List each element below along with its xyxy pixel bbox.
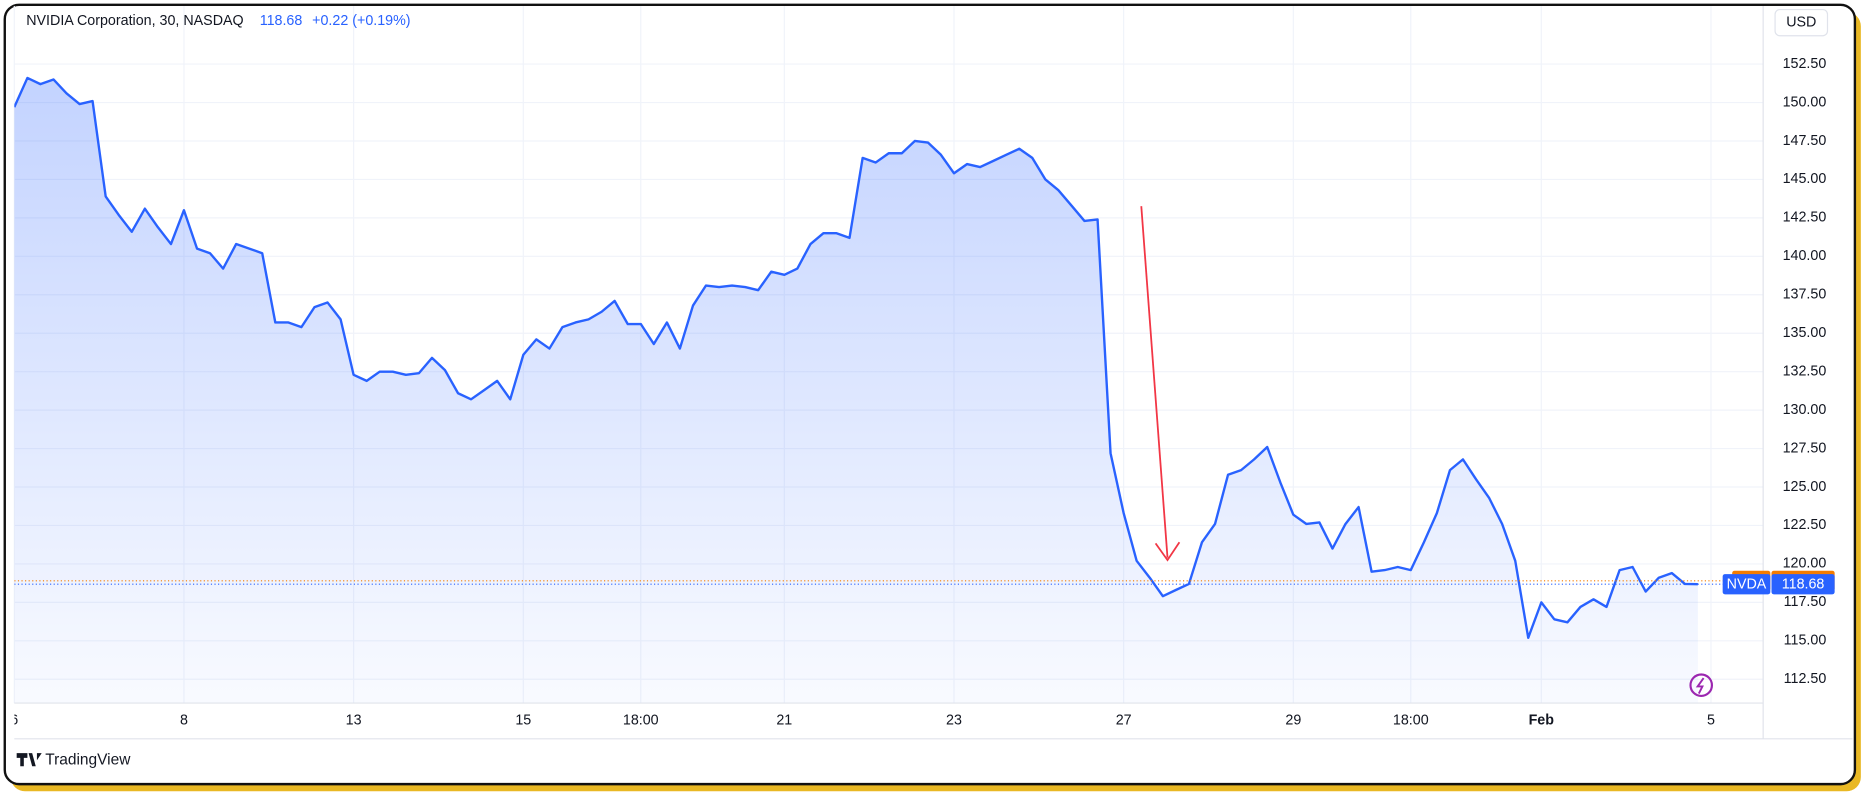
y-tick-label: 115.00	[1784, 633, 1827, 649]
y-tick-label: 120.00	[1783, 556, 1827, 572]
x-tick-label: 23	[946, 713, 962, 729]
x-tick-label: 15	[515, 713, 531, 729]
annotation-arrow	[1140, 206, 1169, 558]
ai-icon-bolt	[1695, 677, 1705, 694]
area-fill	[14, 77, 1698, 704]
y-tick-label: 122.50	[1783, 517, 1827, 533]
x-tick-label: Feb	[1529, 713, 1555, 729]
y-tick-label: 125.00	[1783, 479, 1827, 495]
last-price: 118.68	[260, 13, 303, 29]
symbol-title: NVIDIA Corporation, 30, NASDAQ	[26, 13, 243, 29]
currency[interactable]: USD	[1786, 14, 1816, 30]
currency-button[interactable]	[1774, 8, 1829, 37]
x-tick-label: 29	[1285, 713, 1301, 729]
y-tick-label: 130.00	[1783, 402, 1827, 418]
y-tick-label: 142.50	[1783, 210, 1827, 226]
price-change: +0.22 (+0.19%)	[312, 13, 410, 29]
y-tick-label: 137.50	[1783, 287, 1827, 303]
plot: 6 8 13 15 18:00 21 23 27 29 18:00 Feb 5	[10, 76, 1764, 729]
y-tick-label: 147.50	[1783, 133, 1827, 149]
x-tick-label: 13	[346, 713, 362, 729]
x-tick-label: 18:00	[1393, 713, 1429, 729]
y-tick-label: 132.50	[1783, 363, 1827, 379]
x-tick-label: 27	[1116, 713, 1132, 729]
y-tick-label: 135.00	[1783, 325, 1827, 341]
price-line	[14, 76, 1698, 639]
y-tick-label: 150.00	[1783, 94, 1827, 110]
y-tick-label: 127.50	[1783, 440, 1827, 456]
brand[interactable]: TradingView	[45, 751, 131, 768]
price-badge	[1771, 574, 1835, 595]
x-tick-label: 6	[10, 713, 18, 729]
axes: 112.50 115.00 117.50 120.00 122.50 125.00 127.…	[1722, 56, 1835, 687]
price-badge-text: 118.68	[1782, 577, 1825, 593]
logo-mark[interactable]	[16, 753, 42, 767]
y-tick-label: 117.50	[1784, 594, 1827, 610]
y-tick-label: 152.50	[1783, 56, 1827, 72]
y-tick-label: 145.00	[1783, 171, 1827, 187]
x-tick-label: 21	[776, 713, 792, 729]
y-tick-label: 140.00	[1783, 248, 1827, 264]
x-tick-label: 18:00	[623, 713, 659, 729]
price-badge-name	[1722, 574, 1771, 595]
y-tick-label: 112.50	[1784, 671, 1827, 687]
x-tick-label: 8	[180, 713, 188, 729]
annotation-arrowhead	[1154, 541, 1181, 562]
price-badge-name-text: NVDA	[1727, 577, 1767, 593]
x-tick-label: 5	[1707, 713, 1715, 729]
ai-icon[interactable]	[1689, 673, 1714, 698]
